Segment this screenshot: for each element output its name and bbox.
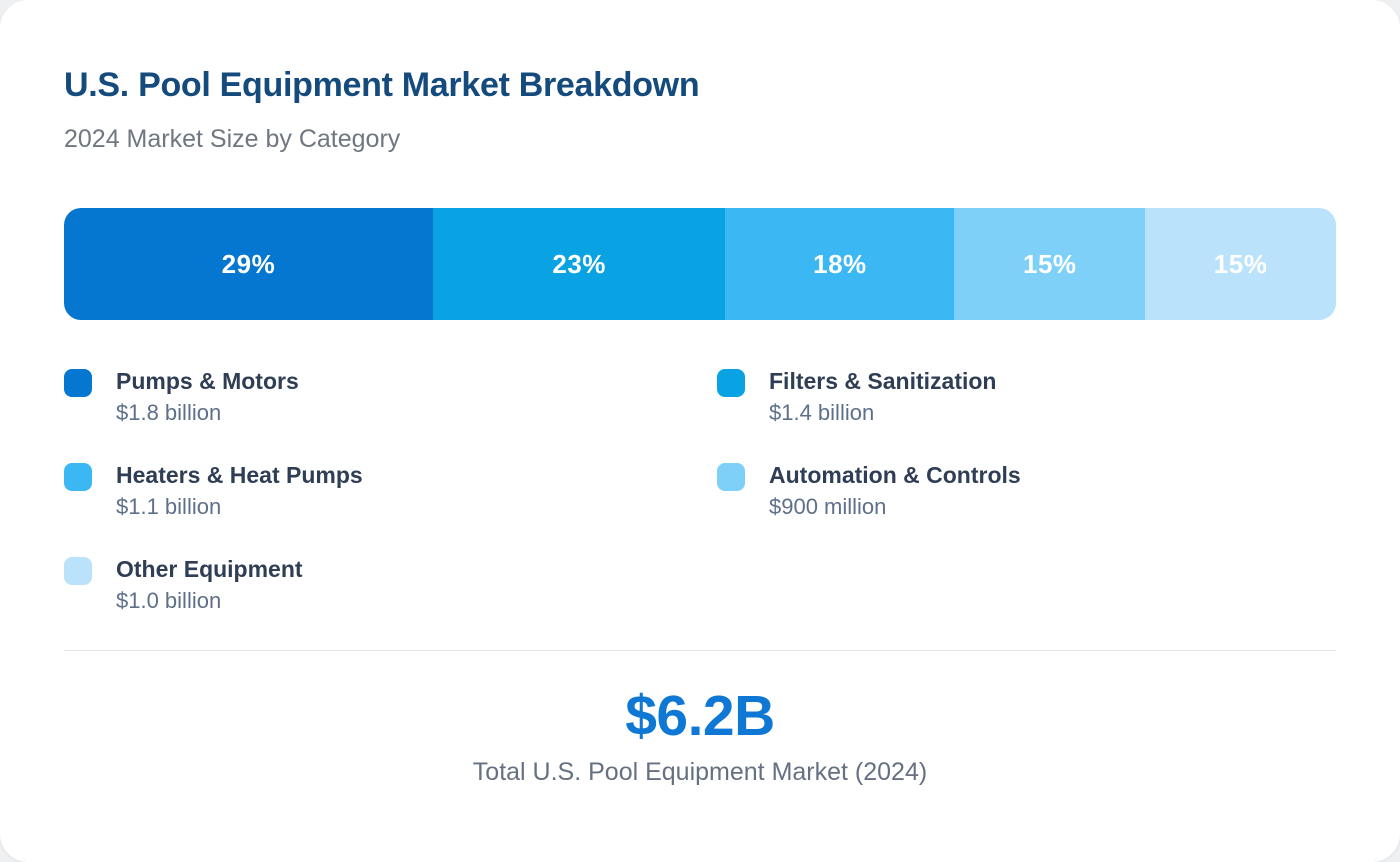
legend-text: Filters & Sanitization $1.4 billion bbox=[769, 366, 996, 428]
total-label: Total U.S. Pool Equipment Market (2024) bbox=[472, 758, 928, 786]
legend-text: Automation & Controls $900 million bbox=[769, 460, 1021, 522]
legend-value: $1.4 billion bbox=[769, 400, 875, 425]
legend-text: Other Equipment $1.0 billion bbox=[116, 554, 303, 616]
legend-swatch-icon bbox=[64, 557, 92, 585]
legend-label: Heaters & Heat Pumps bbox=[116, 462, 363, 488]
legend-label: Filters & Sanitization bbox=[769, 368, 997, 394]
bar-segment-pumps-motors: 29% bbox=[64, 208, 433, 320]
legend: Pumps & Motors $1.8 billion Filters & Sani… bbox=[64, 366, 1336, 616]
legend-text: Pumps & Motors $1.8 billion bbox=[116, 366, 299, 428]
legend-value: $900 million bbox=[769, 494, 887, 519]
bar-percent-label: 18% bbox=[813, 248, 867, 279]
legend-item-other-equipment: Other Equipment $1.0 billion bbox=[64, 554, 683, 616]
legend-label: Other Equipment bbox=[116, 556, 303, 582]
stacked-bar: 29% 23% 18% 15% 15% bbox=[64, 208, 1336, 320]
legend-value: $1.1 billion bbox=[116, 494, 222, 519]
legend-swatch-icon bbox=[64, 463, 92, 491]
bar-percent-label: 29% bbox=[221, 248, 276, 279]
legend-item-pumps-motors: Pumps & Motors $1.8 billion bbox=[64, 366, 683, 428]
legend-item-heaters-heat-pumps: Heaters & Heat Pumps $1.1 billion bbox=[64, 460, 683, 522]
legend-item-automation-controls: Automation & Controls $900 million bbox=[717, 460, 1336, 522]
page-title: U.S. Pool Equipment Market Breakdown bbox=[64, 66, 700, 104]
legend-text: Heaters & Heat Pumps $1.1 billion bbox=[116, 460, 363, 522]
bar-segment-filters-sanitization: 23% bbox=[432, 208, 726, 320]
total-value: $6.2B bbox=[625, 684, 775, 748]
total-section: $6.2B Total U.S. Pool Equipment Market (… bbox=[64, 683, 1336, 787]
legend-swatch-icon bbox=[717, 369, 745, 397]
legend-value: $1.0 billion bbox=[116, 588, 222, 613]
bar-segment-heaters-heat-pumps: 18% bbox=[725, 208, 955, 320]
bar-percent-label: 15% bbox=[1213, 248, 1268, 279]
legend-item-filters-sanitization: Filters & Sanitization $1.4 billion bbox=[717, 366, 1336, 428]
legend-label: Automation & Controls bbox=[769, 462, 1021, 488]
page-subtitle: 2024 Market Size by Category bbox=[64, 125, 401, 153]
legend-swatch-icon bbox=[717, 463, 745, 491]
legend-value: $1.8 billion bbox=[116, 400, 222, 425]
bar-percent-label: 23% bbox=[552, 248, 606, 279]
legend-swatch-icon bbox=[64, 369, 92, 397]
bar-segment-automation-controls: 15% bbox=[954, 208, 1146, 320]
legend-label: Pumps & Motors bbox=[116, 368, 299, 394]
divider bbox=[64, 650, 1336, 651]
bar-percent-label: 15% bbox=[1023, 248, 1077, 279]
bar-segment-other-equipment: 15% bbox=[1145, 208, 1336, 320]
